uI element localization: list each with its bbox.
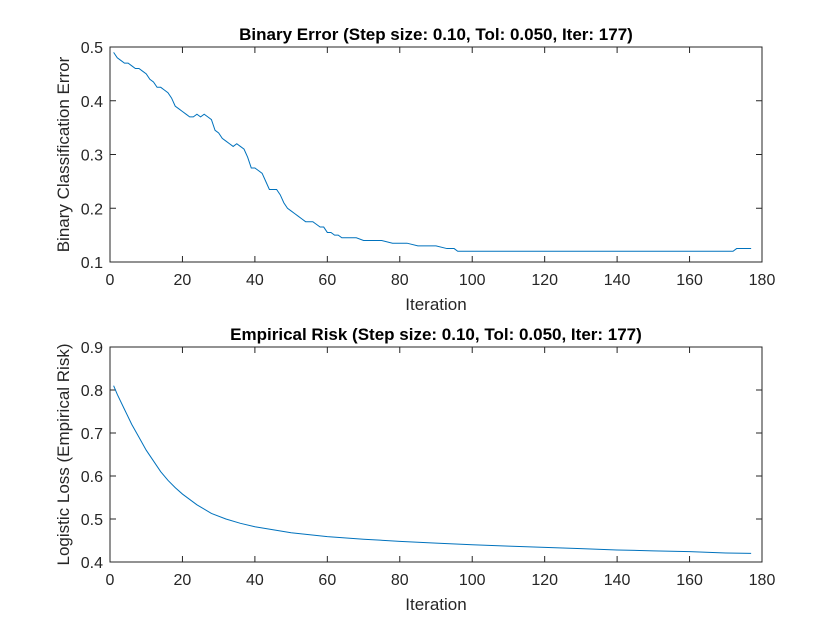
empirical-risk-xlabel: Iteration bbox=[405, 595, 466, 614]
empirical-risk-x-tick-label: 0 bbox=[106, 572, 115, 589]
binary-error-x-tick-label: 100 bbox=[459, 272, 486, 289]
empirical-risk-ylabel: Logistic Loss (Empirical Risk) bbox=[54, 344, 73, 566]
empirical-risk-x-tick-label: 80 bbox=[391, 572, 409, 589]
binary-error-series-line bbox=[113, 52, 752, 252]
binary-error-y-tick-label: 0.4 bbox=[81, 94, 103, 111]
binary-error-y-tick-label: 0.1 bbox=[81, 255, 103, 272]
binary-error-x-tick-label: 20 bbox=[174, 272, 192, 289]
binary-error-x-tick-label: 180 bbox=[749, 272, 776, 289]
empirical-risk-x-tick-label: 140 bbox=[604, 572, 631, 589]
empirical-risk-y-tick-label: 0.5 bbox=[81, 512, 103, 529]
empirical-risk-y-tick-label: 0.8 bbox=[81, 383, 103, 400]
empirical-risk-axes-frame bbox=[109, 346, 763, 563]
empirical-risk-y-tick-label: 0.4 bbox=[81, 555, 103, 572]
empirical-risk-y-ticks: 0.4 0.5 0.6 0.7 0.8 0.9 bbox=[81, 340, 762, 572]
binary-error-x-tick-label: 80 bbox=[391, 272, 409, 289]
binary-error-x-tick-label: 120 bbox=[531, 272, 558, 289]
binary-error-x-tick-label: 40 bbox=[246, 272, 264, 289]
empirical-risk-x-tick-label: 40 bbox=[246, 572, 264, 589]
empirical-risk-x-tick-label: 20 bbox=[174, 572, 192, 589]
binary-error-title: Binary Error (Step size: 0.10, Tol: 0.05… bbox=[239, 25, 633, 44]
binary-error-y-ticks: 0.1 0.2 0.3 0.4 0.5 bbox=[81, 40, 762, 272]
empirical-risk-title: Empirical Risk (Step size: 0.10, Tol: 0.… bbox=[230, 325, 642, 344]
binary-error-y-tick-label: 0.2 bbox=[81, 201, 103, 218]
empirical-risk-x-tick-label: 100 bbox=[459, 572, 486, 589]
binary-error-x-tick-label: 60 bbox=[318, 272, 336, 289]
empirical-risk-y-tick-label: 0.6 bbox=[81, 469, 103, 486]
empirical-risk-x-tick-label: 180 bbox=[749, 572, 776, 589]
binary-error-xlabel: Iteration bbox=[405, 295, 466, 314]
binary-error-x-tick-label: 160 bbox=[676, 272, 703, 289]
empirical-risk-x-tick-label: 60 bbox=[318, 572, 336, 589]
empirical-risk-y-tick-label: 0.9 bbox=[81, 340, 103, 357]
binary-error-ylabel: Binary Classification Error bbox=[54, 56, 73, 252]
empirical-risk-x-tick-label: 120 bbox=[531, 572, 558, 589]
binary-error-y-tick-label: 0.5 bbox=[81, 40, 103, 57]
binary-error-x-tick-label: 140 bbox=[604, 272, 631, 289]
empirical-risk-series-line bbox=[113, 385, 752, 554]
binary-error-x-tick-label: 0 bbox=[106, 272, 115, 289]
empirical-risk-chart: Empirical Risk (Step size: 0.10, Tol: 0.… bbox=[54, 325, 775, 614]
binary-error-axes-frame bbox=[109, 46, 763, 263]
empirical-risk-x-tick-label: 160 bbox=[676, 572, 703, 589]
binary-error-x-ticks: 0 20 40 60 80 100 120 140 160 180 bbox=[106, 47, 776, 289]
binary-error-chart: Binary Error (Step size: 0.10, Tol: 0.05… bbox=[54, 25, 775, 314]
empirical-risk-x-ticks: 0 20 40 60 80 100 120 140 160 180 bbox=[106, 347, 776, 589]
binary-error-y-tick-label: 0.3 bbox=[81, 148, 103, 165]
empirical-risk-y-tick-label: 0.7 bbox=[81, 426, 103, 443]
